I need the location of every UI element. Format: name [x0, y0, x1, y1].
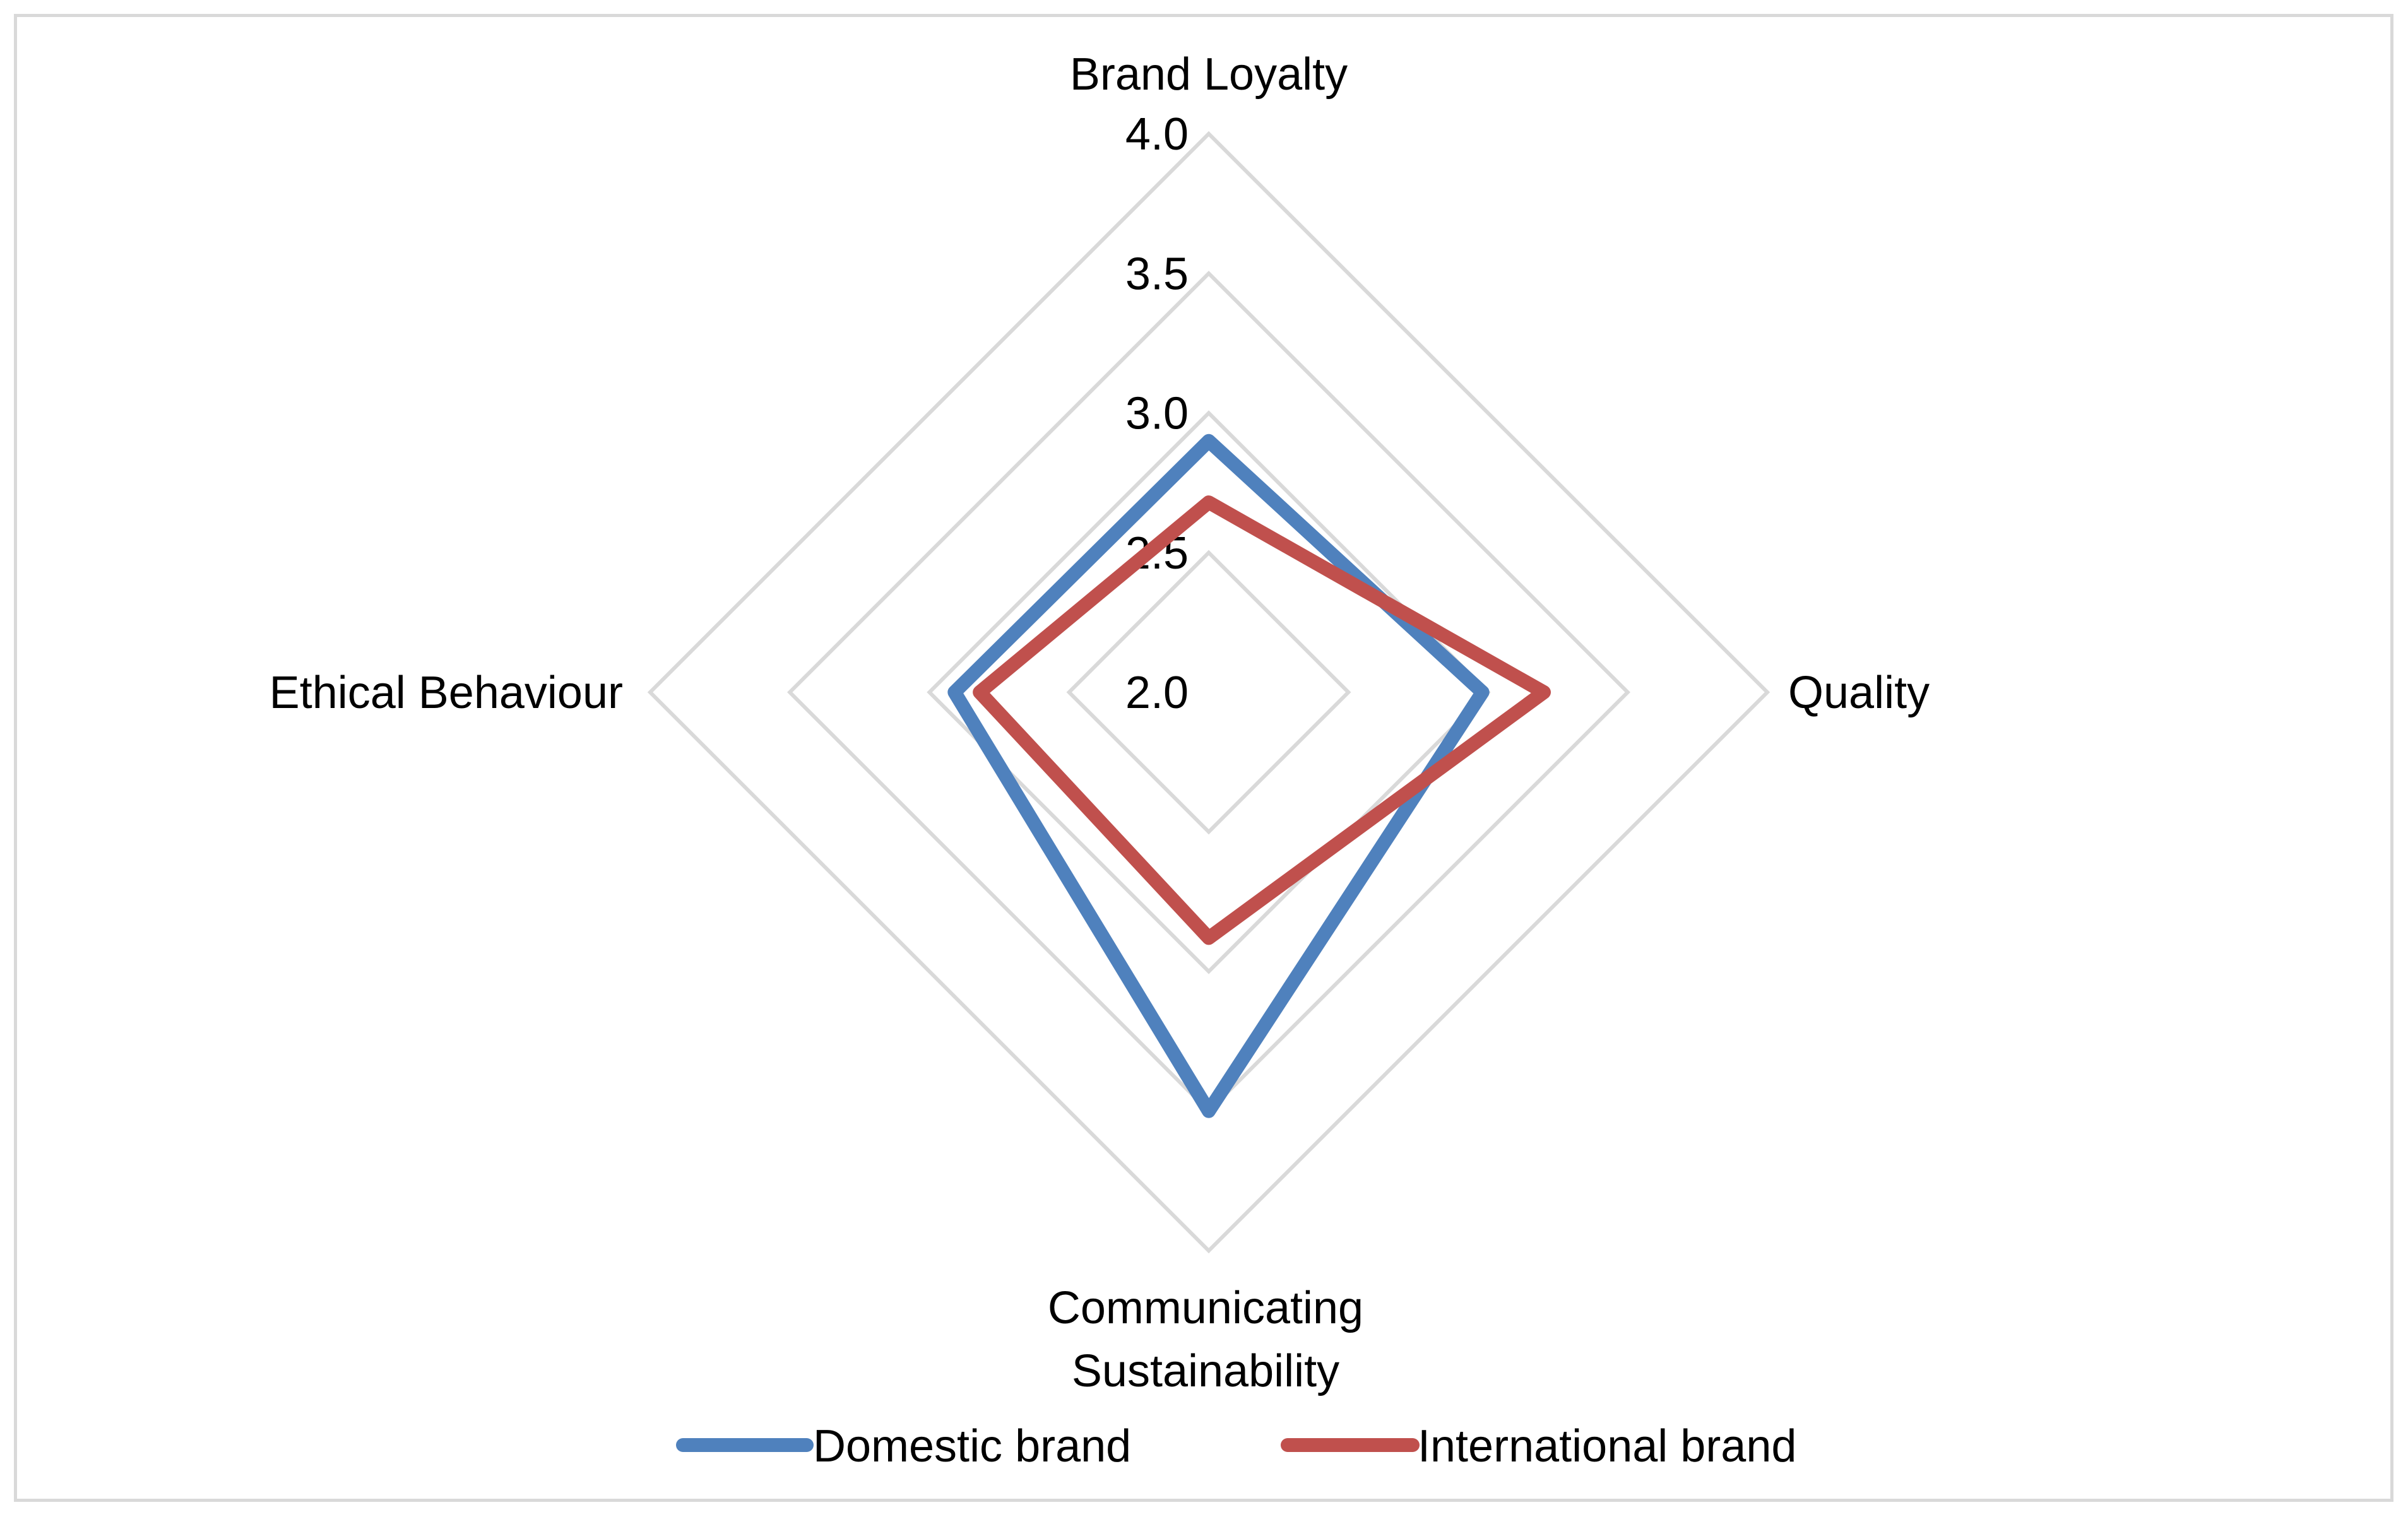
axis-label-ethical-behaviour: Ethical Behaviour	[270, 668, 623, 718]
data-point-international-brand-3	[978, 690, 982, 694]
legend-item-international-brand: International brand	[1281, 1421, 1796, 1472]
legend-item-domestic-brand: Domestic brand	[676, 1421, 1131, 1472]
chart-frame	[14, 14, 2393, 1502]
series-layer	[947, 434, 1551, 1118]
data-point-international-brand-1	[1542, 690, 1546, 694]
grid-ring-3	[787, 271, 1630, 1114]
grid-ring-2	[927, 410, 1491, 974]
legend-label-international-brand: International brand	[1418, 1421, 1796, 1472]
data-point-domestic-brand-2	[1207, 1109, 1211, 1113]
data-point-international-brand-2	[1207, 936, 1211, 940]
axis-label-communicating-sustainability: Communicating Sustainability	[1048, 1283, 1363, 1396]
grid-layer	[647, 131, 1770, 1254]
data-point-domestic-brand-3	[952, 690, 957, 694]
axis-label-brand-loyalty: Brand Loyalty	[1070, 49, 1348, 100]
tick-label-0: 2.0	[1125, 668, 1189, 718]
data-point-international-brand-0	[1207, 500, 1211, 505]
legend-label-domestic-brand: Domestic brand	[813, 1421, 1131, 1472]
tick-label-3: 3.5	[1125, 249, 1189, 299]
data-point-domestic-brand-0	[1207, 439, 1211, 443]
legend: Domestic brand International brand	[676, 1421, 1796, 1472]
tick-labels: 2.02.53.03.54.0	[1125, 109, 1189, 718]
axis-labels: Brand Loyalty Quality Communicating Sustain…	[270, 49, 1930, 1396]
tick-label-2: 3.0	[1125, 389, 1189, 439]
data-point-domestic-brand-1	[1480, 690, 1485, 694]
grid-ring-4	[647, 131, 1770, 1254]
series-international-brand	[973, 495, 1551, 945]
tick-label-4: 4.0	[1125, 109, 1189, 160]
grid-ring-1	[1066, 550, 1351, 835]
axis-label-quality: Quality	[1788, 668, 1930, 718]
